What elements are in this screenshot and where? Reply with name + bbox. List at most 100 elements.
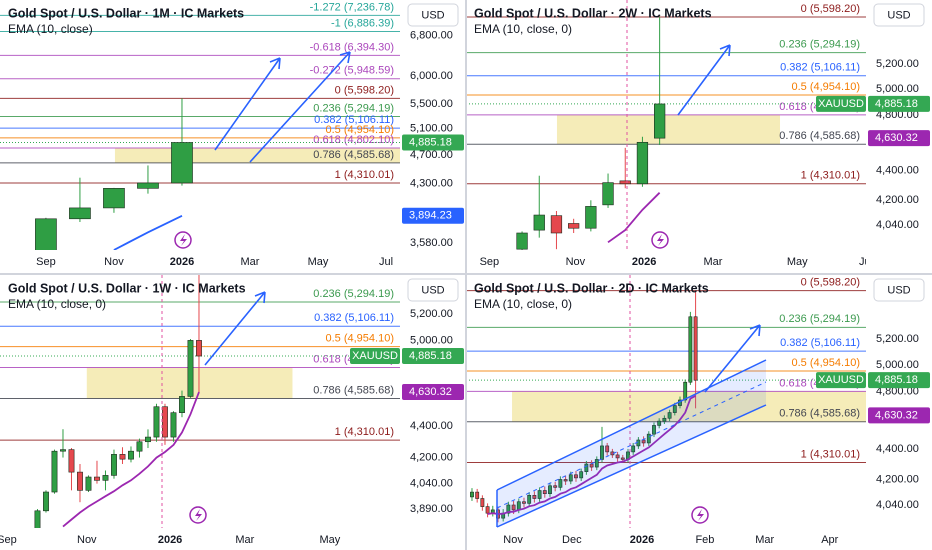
symbol-tag-label: XAUUSD (818, 374, 864, 386)
fib-label: -0.272 (5,948.59) (310, 65, 394, 77)
candle-body (672, 405, 677, 413)
y-tick-label: 5,200.00 (876, 58, 919, 70)
candle-body (550, 215, 563, 234)
candle-body (542, 490, 547, 495)
y-tick-label: 3,890.00 (410, 503, 453, 515)
price-marker (868, 130, 930, 147)
candle-body (605, 445, 610, 453)
y-tick-label: 5,000.00 (876, 83, 919, 95)
fib-label: 0.236 (5,294.19) (313, 288, 394, 300)
y-tick-label: 6,000.00 (410, 70, 453, 82)
indicator-label: EMA (10, close, 0) (474, 22, 572, 36)
currency-label[interactable]: USD (421, 9, 444, 21)
fib-label: 0.5 (4,954.10) (792, 81, 861, 93)
candle-body (511, 504, 516, 511)
x-tick-label: 2026 (632, 256, 656, 268)
fib-label: -0.618 (6,394.30) (310, 41, 394, 53)
y-tick-label: 6,800.00 (410, 29, 453, 41)
price-marker-label: 4,630.32 (409, 386, 452, 398)
currency-button[interactable] (407, 278, 459, 302)
candle-body (85, 476, 92, 491)
candle-body (170, 412, 177, 438)
candle-body (657, 420, 662, 426)
candle-body (77, 471, 83, 491)
flash-bolt (180, 234, 187, 246)
candle-body (111, 454, 117, 476)
flash-bolt (657, 234, 664, 246)
candle-body (615, 454, 620, 459)
icons (174, 231, 709, 524)
fib-label: 0.382 (5,106.11) (314, 312, 394, 324)
fib-label: 0 (5,598.20) (335, 84, 394, 96)
time-axis: Sep Nov 2026 Mar May Jul (480, 256, 866, 268)
fib-label: 0.382 (5,106.11) (780, 62, 860, 74)
currency-button[interactable] (873, 278, 925, 302)
currency-label[interactable]: USD (887, 9, 910, 21)
y-tick-label: 5,200.00 (876, 333, 919, 345)
candle-body (102, 475, 109, 481)
arrow (204, 291, 266, 366)
indicator-label: EMA (10, close, 0) (474, 297, 572, 311)
currency-label[interactable]: USD (421, 284, 444, 296)
candle-body (652, 425, 656, 435)
candle-body (636, 141, 649, 185)
indicator-label: EMA (10, close, 0) (8, 297, 106, 311)
candle-body (475, 491, 480, 499)
price-marker-label: 4,885.18 (875, 374, 918, 386)
x-tick-label: Sep (480, 256, 500, 268)
symbol-tag (350, 348, 400, 365)
y-tick-label: 5,100.00 (410, 122, 453, 134)
x-tick-label: Nov (104, 256, 124, 268)
y-tick-label: 4,400.00 (876, 443, 919, 455)
candle-body (548, 485, 552, 495)
candle-body (128, 450, 134, 460)
currency-button[interactable] (873, 3, 925, 27)
y-tick-label: 4,200.00 (876, 473, 919, 485)
candle-body (667, 412, 672, 419)
y-tick-label: 5,500.00 (410, 98, 453, 110)
y-tick-label: 4,040.00 (876, 219, 919, 231)
price-marker (868, 372, 930, 389)
candle-body (568, 474, 573, 482)
x-tick-label: Dec (562, 534, 582, 546)
fib-label: 1 (4,310.01) (801, 170, 860, 182)
price-marker-label: 4,885.18 (409, 136, 452, 148)
candle-body (641, 439, 646, 444)
candle-body (579, 471, 584, 479)
candle-body (585, 206, 597, 229)
y-tick-label: 4,300.00 (410, 178, 453, 190)
currency-button[interactable] (407, 3, 459, 27)
price-marker (402, 134, 464, 151)
price-marker-label: 4,630.32 (875, 409, 918, 421)
candle-body (527, 495, 532, 504)
plot-area: 0.236 (5,294.19) 0.382 (5,106.11) 0.5 (4,9… (0, 275, 400, 528)
fib-label: 0.5 (4,954.10) (792, 357, 861, 369)
candle-body (568, 223, 580, 229)
candle-body (162, 406, 168, 438)
candle-body (103, 188, 125, 209)
x-tick-label: Apr (821, 534, 838, 546)
price-marker-label: 4,885.18 (409, 350, 452, 362)
x-tick-label: 2026 (158, 534, 182, 546)
candle-body (688, 316, 693, 383)
channel-line (496, 404, 767, 528)
fib-label: 0.236 (5,294.19) (779, 313, 860, 325)
y-tick-label: 4,700.00 (410, 149, 453, 161)
candle-body (94, 476, 100, 481)
fib-label: 0 (5,598.20) (801, 3, 860, 15)
x-tick-label: 2026 (170, 256, 194, 268)
x-tick-label: Sep (36, 256, 56, 268)
y-tick-label: 4,200.00 (410, 451, 453, 463)
candle-body (470, 491, 474, 498)
candle-body (584, 463, 589, 472)
currency-label[interactable]: USD (887, 284, 910, 296)
arrow (214, 57, 281, 151)
candle-body (654, 103, 666, 139)
drawings (161, 0, 767, 528)
fib-label: 0.5 (4,954.10) (326, 124, 395, 136)
candle-body (119, 454, 126, 460)
x-tick-label: Nov (566, 256, 586, 268)
candle-body (522, 501, 526, 504)
